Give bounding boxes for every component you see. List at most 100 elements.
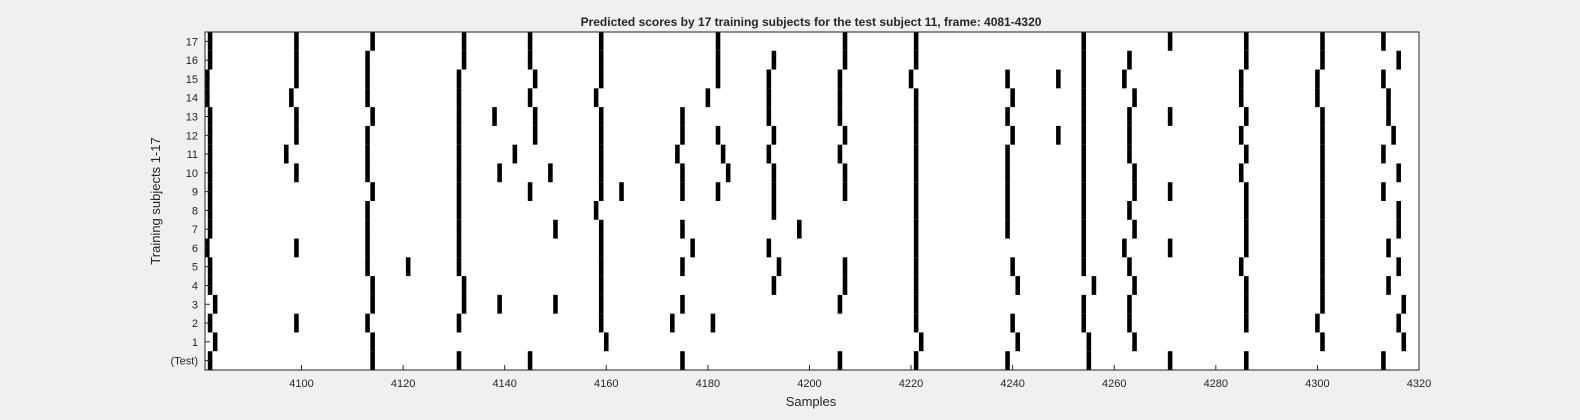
event-mark	[913, 88, 919, 108]
event-mark	[497, 163, 502, 183]
event-mark	[842, 163, 848, 183]
event-mark	[797, 219, 802, 239]
event-mark	[370, 32, 375, 51]
event-mark	[1386, 276, 1391, 295]
event-mark	[1005, 107, 1010, 126]
event-mark	[1127, 294, 1132, 314]
event-mark	[766, 88, 772, 108]
event-mark	[207, 351, 213, 370]
event-mark	[1396, 219, 1401, 239]
event-mark	[207, 50, 213, 70]
event-mark	[532, 125, 538, 145]
event-mark	[1320, 276, 1325, 295]
event-mark	[598, 144, 604, 164]
event-mark	[913, 50, 919, 70]
event-mark	[1010, 88, 1015, 108]
event-mark	[1122, 238, 1127, 258]
event-mark	[1391, 125, 1396, 145]
event-mark	[1244, 201, 1249, 220]
event-mark	[1081, 238, 1087, 258]
event-mark	[1127, 144, 1132, 164]
event-mark	[598, 219, 604, 239]
event-mark	[1320, 257, 1325, 277]
event-mark	[913, 238, 919, 258]
event-mark	[456, 88, 462, 108]
event-mark	[1132, 88, 1137, 108]
event-mark	[598, 238, 604, 258]
event-mark	[1081, 88, 1087, 108]
event-mark	[1320, 32, 1325, 51]
y-tick-label: 16	[186, 55, 198, 67]
chart-title: Predicted scores by 17 training subjects…	[581, 15, 1042, 29]
event-mark	[548, 163, 553, 183]
y-tick-label: 17	[186, 36, 198, 48]
event-mark	[1005, 69, 1010, 89]
event-mark	[1081, 107, 1087, 126]
event-mark	[1320, 163, 1325, 183]
event-mark	[207, 201, 213, 220]
event-mark	[1081, 257, 1087, 277]
y-tick-label: 13	[186, 112, 198, 124]
event-mark	[456, 313, 462, 333]
event-mark	[1381, 144, 1386, 164]
event-mark	[1381, 32, 1386, 51]
event-mark	[1005, 182, 1010, 201]
x-tick-label: 4280	[1204, 378, 1228, 390]
event-mark	[842, 50, 848, 70]
event-mark	[680, 125, 685, 145]
event-mark	[918, 332, 924, 352]
event-mark	[715, 50, 721, 70]
event-mark	[207, 276, 213, 295]
event-mark	[680, 163, 685, 183]
event-mark	[908, 69, 914, 89]
event-mark	[1127, 50, 1132, 70]
x-tick-label: 4260	[1102, 378, 1126, 390]
x-tick-label: 4300	[1305, 378, 1329, 390]
event-mark	[1396, 313, 1401, 333]
event-mark	[1056, 125, 1061, 145]
event-mark	[1244, 294, 1249, 314]
event-mark	[1081, 163, 1087, 183]
event-mark	[1056, 69, 1061, 89]
event-mark	[1320, 332, 1325, 352]
y-tick-label: 1	[192, 337, 198, 349]
event-mark	[456, 107, 462, 126]
event-mark	[1081, 50, 1087, 70]
event-mark	[766, 144, 772, 164]
event-mark	[1091, 276, 1097, 295]
event-mark	[294, 50, 299, 70]
event-mark	[456, 69, 462, 89]
event-mark	[771, 276, 777, 295]
event-mark	[837, 88, 843, 108]
event-mark	[1320, 201, 1325, 220]
event-mark	[715, 125, 721, 145]
event-mark	[365, 50, 370, 70]
y-tick-label: 5	[192, 262, 198, 274]
axes-box	[204, 31, 1420, 371]
event-mark	[1315, 313, 1320, 333]
event-mark	[553, 219, 558, 239]
event-mark	[1396, 201, 1401, 220]
event-mark	[1127, 125, 1132, 145]
event-mark	[598, 125, 604, 145]
y-tick-label: 7	[192, 224, 198, 236]
event-mark	[1320, 238, 1325, 258]
event-mark	[1238, 69, 1244, 89]
y-tick-label: 9	[192, 187, 198, 199]
x-tick-label: 4200	[797, 378, 821, 390]
event-mark	[1401, 294, 1407, 314]
event-mark	[532, 69, 538, 89]
event-mark	[212, 332, 218, 352]
event-mark	[1081, 201, 1087, 220]
event-mark	[1005, 219, 1010, 239]
event-mark	[456, 238, 462, 258]
event-mark	[370, 332, 375, 352]
event-mark	[1244, 313, 1249, 333]
event-mark	[593, 88, 599, 108]
event-mark	[1320, 182, 1325, 201]
event-mark	[837, 144, 843, 164]
event-mark	[1005, 144, 1010, 164]
y-tick-label: 3	[192, 299, 198, 311]
event-mark	[842, 257, 848, 277]
event-mark	[680, 257, 685, 277]
